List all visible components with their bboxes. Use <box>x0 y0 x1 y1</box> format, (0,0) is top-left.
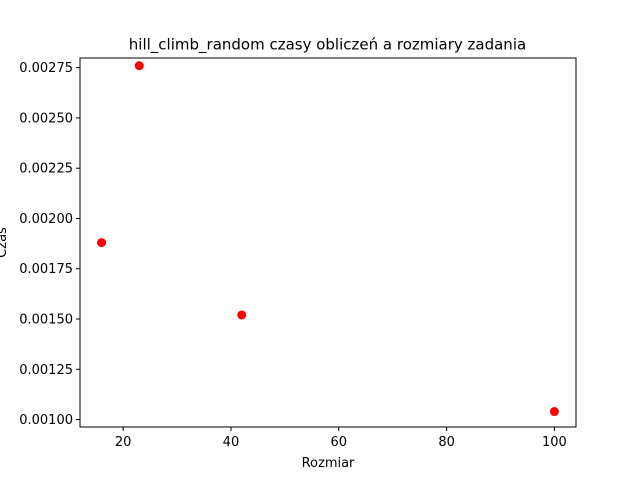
y-tick-label: 0.00125 <box>19 363 73 378</box>
plot-frame <box>79 57 577 428</box>
x-tick-label: 20 <box>115 435 132 450</box>
y-tick-label: 0.00100 <box>19 413 73 428</box>
chart-title: hill_climb_random czasy obliczeń a rozmi… <box>129 36 526 55</box>
y-axis: 0.00100 0.00125 0.00150 0.00175 0.00200 0.002… <box>19 61 80 428</box>
x-tick-label: 100 <box>542 435 567 450</box>
y-tick-label: 0.00250 <box>19 111 73 126</box>
x-tick-label: 60 <box>331 435 348 450</box>
y-tick-label: 0.00175 <box>19 262 73 277</box>
x-axis-title: Rozmiar <box>302 456 355 471</box>
data-point <box>134 61 144 71</box>
data-point <box>237 310 247 320</box>
y-tick-label: 0.00225 <box>19 162 73 177</box>
y-axis-title: Czas <box>0 227 10 258</box>
data-point <box>97 238 107 248</box>
x-axis: 20 40 60 80 100 <box>115 427 567 450</box>
y-tick-label: 0.00200 <box>19 212 73 227</box>
y-tick-label: 0.00150 <box>19 313 73 328</box>
x-tick-label: 80 <box>438 435 455 450</box>
y-tick-label: 0.00275 <box>19 61 73 76</box>
x-tick-label: 40 <box>223 435 240 450</box>
plot-area <box>97 61 559 417</box>
data-point <box>549 407 559 417</box>
